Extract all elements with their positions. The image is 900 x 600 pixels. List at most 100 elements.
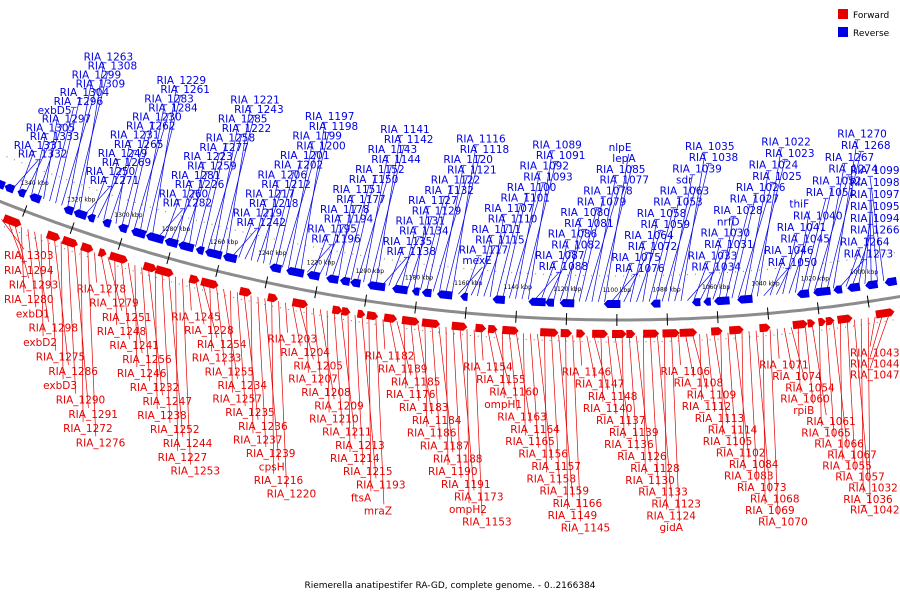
reverse-gene-leader [769,257,785,296]
axis-tick-mark [414,301,417,314]
reverse-gene-leader [369,146,405,284]
forward-gene-label: RIA_1227 [158,452,208,464]
forward-gene-leader [305,306,309,373]
forward-gene-leader [168,274,184,437]
forward-gene-leader [685,334,694,377]
forward-gene-label: RIA_1083 [724,471,774,483]
reverse-gene-leader [269,171,295,265]
forward-gene-label: ompH2 [449,504,487,516]
reverse-gene-label: RIA_1258 [206,133,256,145]
forward-gene-label: RIA_1137 [596,415,646,427]
forward-gene-label: RIA_1146 [562,367,612,379]
reverse-gene-label: RIA_1038 [689,152,739,164]
reverse-gene-leader [382,257,407,286]
reverse-gene-label: RIA_1230 [132,112,182,124]
axis-tick-label: 1300 kbp [114,212,142,219]
reverse-gene-label: RIA_1026 [736,182,786,194]
forward-gene-leader [558,334,573,497]
reverse-gene-label: RIA_1267 [825,152,875,164]
forward-gene-leader [839,321,843,460]
reverse-gene-label: RIA_1081 [564,218,614,230]
reverse-gene-leader [109,150,135,222]
reverse-gene-leader [188,163,204,246]
forward-feature [61,235,78,248]
reverse-gene-leader [338,195,353,279]
forward-feature [267,293,278,303]
forward-gene-label: exbD2 [23,337,57,349]
reverse-gene-label: RIA_1028 [713,205,763,217]
forward-gene-label: RIA_1215 [343,466,393,478]
reverse-gene-leader [91,177,107,216]
reverse-gene-leader [331,205,357,278]
forward-gene-leader [285,302,288,333]
forward-gene-leader [127,263,143,354]
forward-gene-label: RIA_1165 [505,436,555,448]
reverse-gene-leader [164,200,180,239]
forward-gene-leader [312,307,322,387]
reverse-gene-label: RIA_1121 [447,165,497,177]
axis-tick-mark [866,295,870,308]
reverse-gene-leader [604,153,629,302]
forward-gene-label: RIA_1061 [806,416,856,428]
reverse-feature [269,263,282,274]
reverse-gene-label: sdr [676,175,693,187]
forward-gene-label: RIA_1241 [109,340,159,352]
reverse-gene-label: RIA_1097 [850,189,900,201]
reverse-gene-label: nlpE [609,142,632,154]
forward-gene-leader [271,299,275,474]
reverse-gene-label: RIA_1076 [615,263,665,275]
reverse-gene-label: RIA_1201 [280,150,330,162]
forward-gene-leader [382,319,386,350]
reverse-gene-leader [426,186,452,291]
forward-gene-label: RIA_1272 [63,423,113,435]
forward-gene-leader [487,330,497,373]
reverse-gene-leader [667,175,693,302]
forward-gene-label: RIA_1251 [102,312,152,324]
forward-feature [475,323,487,333]
reverse-gene-leader [820,163,846,290]
reverse-gene-leader [275,161,301,267]
reverse-gene-label: RIA_1063 [660,186,710,198]
forward-gene-leader [776,328,780,359]
reverse-gene-leader [432,176,468,292]
reverse-gene-leader [502,193,528,298]
axis-tick-mark [766,307,770,320]
reverse-gene-leader [238,219,254,258]
forward-feature [451,321,468,331]
reverse-gene-leader [864,212,871,284]
reverse-feature [102,218,112,228]
reverse-gene-leader [655,197,680,302]
axis-tick-mark [314,286,318,299]
reverse-gene-label: RIA_1274 [828,164,878,176]
forward-gene-leader [537,333,552,461]
forward-feature [383,313,398,323]
forward-feature [825,316,835,326]
reverse-gene-leader [869,176,885,281]
forward-gene-leader [396,321,412,376]
reverse-feature [796,289,810,299]
forward-gene-label: RIA_1256 [122,354,172,366]
reverse-gene-leader [869,188,878,282]
reverse-gene-leader [756,148,782,297]
forward-gene-leader [607,335,617,415]
reverse-gene-leader [782,233,798,295]
axis-tick-mark [117,238,123,250]
forward-feature [592,329,608,338]
forward-gene-leader [209,285,213,352]
forward-gene-leader [264,298,280,461]
reverse-gene-label: RIA_1266 [850,225,900,237]
reverse-gene-leader [464,256,480,295]
forward-gene-label: RIA_1073 [737,482,787,494]
forward-feature [366,311,379,321]
forward-gene-leader [706,333,716,412]
forward-gene-leader [473,329,483,516]
axis-tick-mark [166,252,171,265]
reverse-feature [164,237,179,248]
forward-gene-label: RIA_1164 [510,424,560,436]
axis-tick-label: 1180 kbp [405,275,433,282]
forward-gene-label: RIA_1293 [9,279,59,291]
reverse-gene-leader [152,86,177,235]
forward-gene-leader [657,335,672,498]
reverse-gene-label: RIA_1045 [780,234,830,246]
axis-tick-label: 1120 kbp [553,286,581,293]
